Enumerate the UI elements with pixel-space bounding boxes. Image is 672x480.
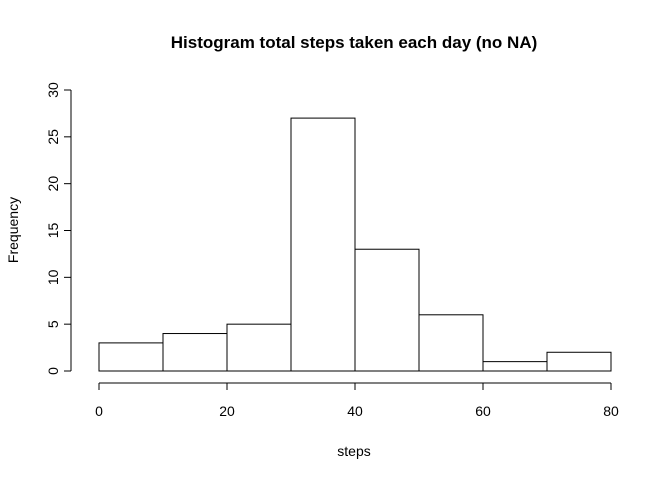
y-tick-label-10: 10 <box>45 269 61 285</box>
x-tick-label-80: 80 <box>603 403 619 419</box>
chart-title: Histogram total steps taken each day (no… <box>171 33 538 52</box>
x-axis: 0 20 40 60 80 <box>95 382 619 419</box>
histogram-bar-30-40 <box>290 117 356 372</box>
y-tick-label-25: 25 <box>45 129 61 145</box>
y-tick-label-0: 0 <box>45 367 61 375</box>
y-tick-label-30: 30 <box>45 82 61 98</box>
histogram-bar-20-30 <box>226 323 292 372</box>
x-tick-label-40: 40 <box>347 403 363 419</box>
histogram-bar-10-20 <box>162 333 228 372</box>
y-axis-label: Frequency <box>5 197 21 263</box>
bars-group <box>98 117 612 372</box>
x-axis-label: steps <box>337 443 370 459</box>
histogram-bar-0-10 <box>98 342 164 372</box>
histogram-bar-60-70 <box>482 361 548 372</box>
x-tick-label-60: 60 <box>475 403 491 419</box>
y-tick-label-20: 20 <box>45 176 61 192</box>
x-tick-label-0: 0 <box>95 403 103 419</box>
histogram-bar-50-60 <box>418 314 484 372</box>
histogram-bar-40-50 <box>354 248 420 372</box>
x-tick-label-20: 20 <box>219 403 235 419</box>
histogram-bar-70-80 <box>546 351 612 372</box>
y-axis: 0 5 10 15 20 25 30 <box>45 82 72 375</box>
y-tick-label-15: 15 <box>45 223 61 239</box>
y-tick-label-5: 5 <box>45 320 61 328</box>
